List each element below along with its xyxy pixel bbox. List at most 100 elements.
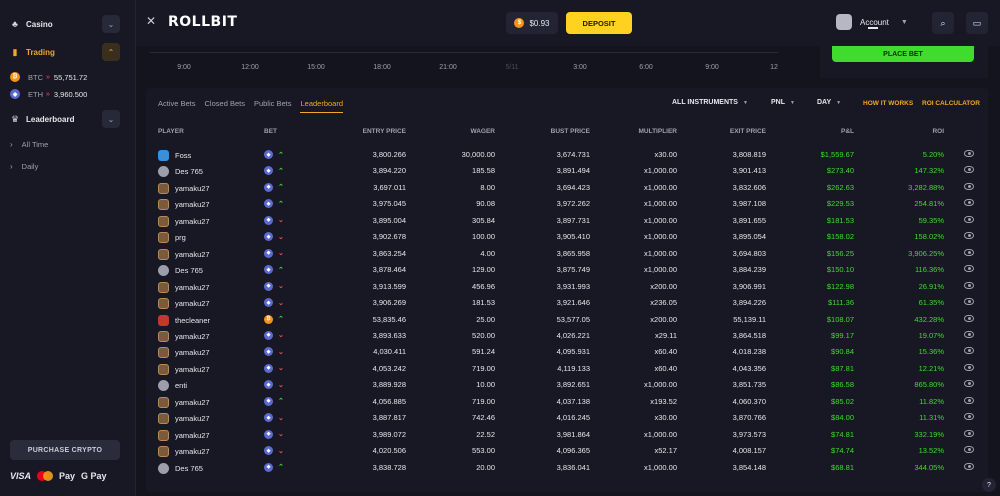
table-row[interactable]: yamaku27 ◆ ⌃ 4,056.885 719.00 4,037.138 x193.5… xyxy=(146,394,988,410)
search-button[interactable]: ⌕ xyxy=(932,12,954,34)
eye-icon[interactable] xyxy=(964,314,974,322)
sidebar-asset-eth[interactable]: ◆ ETH » 3,960.500 xyxy=(10,87,87,101)
table-row[interactable]: yamaku27 ◆ ⌃ 3,975.045 90.08 3,972.262 x1,000.… xyxy=(146,196,988,212)
table-row[interactable]: yamaku27 ◆ ⌄ 3,906.269 181.53 3,921.646 x236.0… xyxy=(146,295,988,311)
eye-icon[interactable] xyxy=(964,413,974,421)
table-row[interactable]: yamaku27 ◆ ⌄ 3,887.817 742.46 4,016.245 x30.00… xyxy=(146,410,988,426)
player-cell[interactable]: yamaku27 xyxy=(158,215,210,227)
eye-icon[interactable] xyxy=(964,380,974,388)
player-cell[interactable]: Des 765 xyxy=(158,265,203,277)
player-cell[interactable]: enti xyxy=(158,380,188,392)
eye-icon[interactable] xyxy=(964,396,974,404)
roi-calculator-link[interactable]: ROI CALCULATOR xyxy=(922,100,980,107)
eye-icon[interactable] xyxy=(964,363,974,371)
player-cell[interactable]: yamaku27 xyxy=(158,347,210,359)
table-row[interactable]: yamaku27 ◆ ⌄ 3,895.004 305.84 3,897.731 x1,000… xyxy=(146,213,988,229)
table-row[interactable]: thecleaner ₿ ⌃ 53,835.46 25.00 53,577.05 x200.… xyxy=(146,312,988,328)
eye-icon[interactable] xyxy=(964,298,974,306)
player-cell[interactable]: yamaku27 xyxy=(158,199,210,211)
tab-public-bets[interactable]: Public Bets xyxy=(253,99,292,108)
help-button[interactable]: ? xyxy=(982,478,996,492)
how-it-works-link[interactable]: HOW IT WORKS xyxy=(863,100,914,107)
eye-icon[interactable] xyxy=(964,462,974,470)
player-cell[interactable]: Des 765 xyxy=(158,462,203,474)
player-name: enti xyxy=(175,381,188,391)
balance-display[interactable]: $ $0.93 xyxy=(506,12,558,34)
close-icon[interactable]: ✕ xyxy=(146,14,157,28)
table-row[interactable]: yamaku27 ◆ ⌄ 3,913.599 456.96 3,931.993 x200.0… xyxy=(146,279,988,295)
multiplier: x60.40 xyxy=(654,347,677,357)
player-cell[interactable]: yamaku27 xyxy=(158,330,210,342)
table-row[interactable]: yamaku27 ◆ ⌄ 4,053.242 719.00 4,119.133 x60.40… xyxy=(146,361,988,377)
sidebar-asset-btc[interactable]: ₿ BTC » 55,751.72 xyxy=(10,70,87,84)
eye-icon[interactable] xyxy=(964,330,974,338)
table-row[interactable]: enti ◆ ⌄ 3,889.928 10.00 3,892.651 x1,000.00 3,… xyxy=(146,377,988,393)
table-row[interactable]: Des 765 ◆ ⌃ 3,838.728 20.00 3,836.041 x1,000.0… xyxy=(146,460,988,476)
eye-icon[interactable] xyxy=(964,150,974,157)
instruments-dropdown[interactable]: ALL INSTRUMENTS ▼ xyxy=(672,99,748,106)
sidebar-leaderboard[interactable]: ♛ Leaderboard ⌄ xyxy=(0,105,136,133)
eye-icon[interactable] xyxy=(964,215,974,223)
player-cell[interactable]: yamaku27 xyxy=(158,281,210,293)
eye-icon[interactable] xyxy=(964,166,974,174)
sidebar-trading[interactable]: ▮ Trading ⌃ xyxy=(0,38,136,66)
eye-icon[interactable] xyxy=(964,182,974,190)
table-row[interactable]: yamaku27 ◆ ⌄ 4,030.411 591.24 4,095.931 x60.40… xyxy=(146,344,988,360)
table-row[interactable]: yamaku27 ◆ ⌃ 3,697.011 8.00 3,694.423 x1,000.0… xyxy=(146,180,988,196)
eye-icon[interactable] xyxy=(964,347,974,355)
place-bet-button[interactable]: PLACE BET xyxy=(832,46,974,62)
eye-icon[interactable] xyxy=(964,265,974,273)
deposit-button[interactable]: DEPOSIT xyxy=(566,12,632,34)
table-row[interactable]: Des 765 ◆ ⌃ 3,878.464 129.00 3,875.749 x1,000.… xyxy=(146,262,988,278)
table-row[interactable]: yamaku27 ◆ ⌄ 3,989.072 22.52 3,981.864 x1,000.… xyxy=(146,427,988,443)
sort-dropdown[interactable]: PNL ▼ xyxy=(771,99,795,106)
tab-active-bets[interactable]: Active Bets xyxy=(158,99,196,108)
table-row[interactable]: yamaku27 ◆ ⌄ 4,020.506 553.00 4,096.365 x52.17… xyxy=(146,443,988,459)
table-row[interactable]: Des 765 ◆ ⌃ 3,894.220 185.58 3,891.494 x1,000.… xyxy=(146,163,988,179)
table-row[interactable]: Foss ◆ ⌃ 3,800.266 30,000.00 3,674.731 x30.00 3… xyxy=(146,147,988,163)
chevron-down-icon[interactable]: ⌄ xyxy=(102,15,120,33)
logo[interactable]: ROLLBIT xyxy=(168,14,238,30)
sidebar-item-daily[interactable]: › Daily xyxy=(10,159,38,173)
eye-icon[interactable] xyxy=(964,248,974,256)
player-cell[interactable]: thecleaner xyxy=(158,314,210,326)
player-cell[interactable]: yamaku27 xyxy=(158,298,210,310)
chevron-down-icon[interactable]: ⌄ xyxy=(102,110,120,128)
player-cell[interactable]: yamaku27 xyxy=(158,396,210,408)
player-cell[interactable]: yamaku27 xyxy=(158,429,210,441)
chevron-up-icon[interactable]: ⌃ xyxy=(102,43,120,61)
chat-button[interactable]: ▭ xyxy=(966,12,988,34)
table-row[interactable]: yamaku27 ◆ ⌄ 3,863.254 4.00 3,865.958 x1,000.0… xyxy=(146,246,988,262)
tab-closed-bets[interactable]: Closed Bets xyxy=(204,99,245,108)
player-cell[interactable]: prg xyxy=(158,232,186,244)
time-tick-label: 3:00 xyxy=(573,64,587,71)
account-menu[interactable]: Account ▼ xyxy=(836,8,932,36)
eye-icon[interactable] xyxy=(964,446,974,454)
player-cell[interactable]: yamaku27 xyxy=(158,182,210,194)
price-chart[interactable]: 9:00 12:00 15:00 18:00 21:00 5/11 3:00 6:00 9:00… xyxy=(146,46,784,78)
player-cell[interactable]: yamaku27 xyxy=(158,363,210,375)
eye-icon[interactable] xyxy=(964,232,974,240)
sidebar-item-all-time[interactable]: › All Time xyxy=(10,137,48,151)
entry-price: 3,989.072 xyxy=(372,429,406,439)
player-cell[interactable]: Foss xyxy=(158,150,191,161)
trend-down-icon: » xyxy=(46,90,50,98)
table-row[interactable]: yamaku27 ◆ ⌄ 3,893.633 520.00 4,026.221 x29.11… xyxy=(146,328,988,344)
player-cell[interactable]: yamaku27 xyxy=(158,413,210,425)
table-row[interactable]: prg ◆ ⌄ 3,902.678 100.00 3,905.410 x1,000.00 3,… xyxy=(146,229,988,245)
player-cell[interactable]: yamaku27 xyxy=(158,446,210,458)
exit-price: 3,808.819 xyxy=(732,150,766,159)
sidebar-casino[interactable]: ♣ Casino ⌄ xyxy=(0,10,136,38)
player-cell[interactable]: yamaku27 xyxy=(158,248,210,260)
eye-icon[interactable] xyxy=(964,429,974,437)
player-name: yamaku27 xyxy=(175,430,210,440)
eye-icon[interactable] xyxy=(964,199,974,207)
player-avatar xyxy=(158,363,169,375)
apple-pay-label: Pay xyxy=(59,471,76,481)
period-dropdown[interactable]: DAY ▼ xyxy=(817,99,841,106)
player-cell[interactable]: Des 765 xyxy=(158,166,203,178)
eye-icon[interactable] xyxy=(964,281,974,289)
tab-leaderboard[interactable]: Leaderboard xyxy=(300,99,344,113)
purchase-crypto-button[interactable]: PURCHASE CRYPTO xyxy=(10,440,120,460)
exit-price: 3,891.655 xyxy=(732,215,766,225)
